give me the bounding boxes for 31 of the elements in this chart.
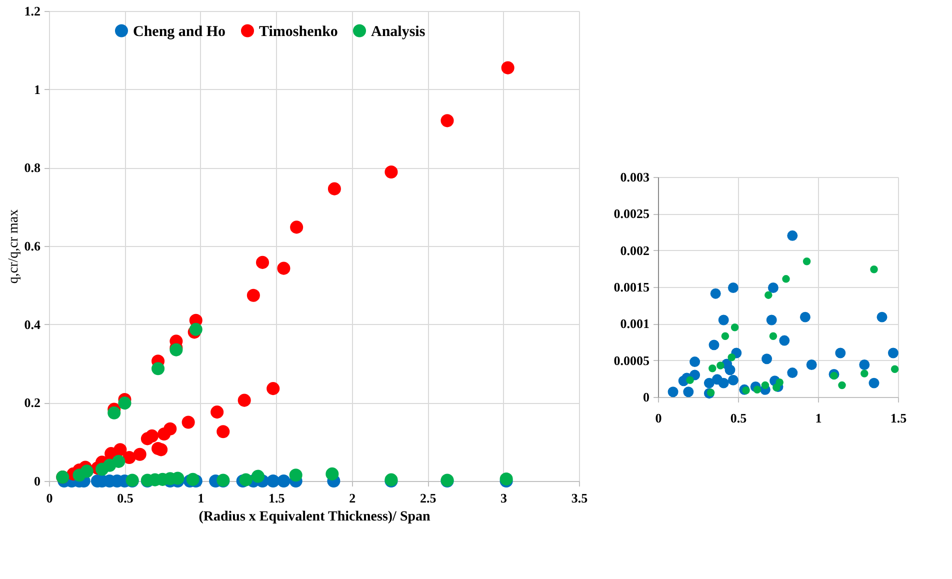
x-tick-label: 2.5	[420, 490, 437, 506]
x-tick-label: 0.5	[117, 490, 134, 506]
x-tick-label: 0.5	[730, 410, 748, 426]
x-tick-label: 1.5	[268, 490, 286, 506]
y-tick-label: 0.0005	[614, 352, 650, 368]
x-tick-label: 0	[46, 490, 53, 506]
legend-label: Cheng and Ho	[133, 24, 226, 40]
x-tick-label: 3	[500, 490, 508, 506]
x-tick-label: 1.5	[890, 410, 908, 426]
y-tick-label: 0.6	[24, 238, 41, 254]
x-tick-label: 0	[655, 410, 662, 426]
x-tick-label: 1	[198, 490, 204, 506]
legend-label: Analysis	[371, 24, 426, 40]
x-tick-label: 1	[815, 410, 822, 426]
y-tick-label: 0.8	[24, 160, 41, 176]
y-tick-label: 0.003	[620, 170, 650, 184]
y-tick-label: 0.4	[24, 316, 41, 332]
y-tick-label: 0.001	[620, 316, 650, 332]
y-axis-title: q,cr/q,cr max	[6, 209, 22, 284]
y-tick-label: 1	[34, 82, 40, 97]
x-axis-title: (Radius x Equivalent Thickness)/ Span	[198, 510, 431, 524]
y-tick-label: 0.002	[620, 242, 650, 258]
legend-label: Timoshenko	[259, 24, 338, 40]
y-tick-label: 1.2	[24, 4, 40, 18]
y-tick-label: 0	[643, 390, 650, 404]
y-tick-label: 0.0025	[614, 206, 650, 222]
y-tick-label: 0	[34, 474, 40, 488]
y-tick-label: 0.0015	[614, 280, 650, 294]
x-tick-label: 3.5	[571, 490, 588, 506]
y-tick-label: 0.2	[24, 395, 40, 410]
x-tick-label: 2	[349, 490, 356, 506]
